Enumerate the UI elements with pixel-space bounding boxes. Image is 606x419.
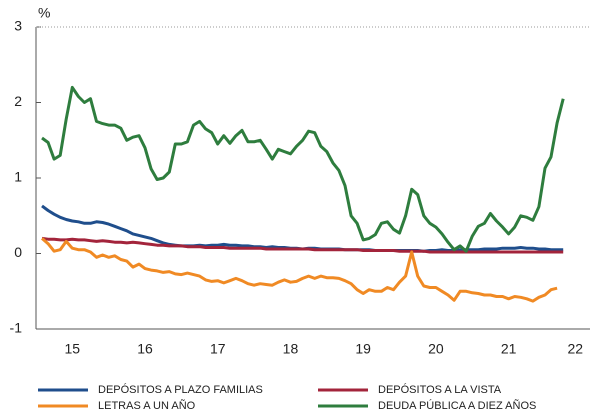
line-series — [41, 204, 564, 253]
legend-label: DEPÓSITOS A LA VISTA — [378, 383, 502, 396]
y-tick-label: 0 — [14, 244, 22, 260]
y-tick-label: -1 — [10, 320, 23, 336]
y-unit-label: % — [38, 5, 50, 21]
x-tick-label: 19 — [355, 341, 371, 357]
x-tick-label: 18 — [283, 341, 299, 357]
x-tick-label: 15 — [65, 341, 81, 357]
y-tick-label: 1 — [14, 169, 22, 185]
x-tick-label: 21 — [501, 341, 517, 357]
line-series — [41, 237, 558, 303]
legend-label: DEUDA PÚBLICA A DIEZ AÑOS — [378, 399, 536, 412]
y-tick-label: 3 — [14, 18, 22, 34]
line-series — [41, 85, 565, 253]
x-tick-label: 20 — [428, 341, 444, 357]
x-tick-label: 22 — [567, 341, 583, 357]
line-series — [41, 236, 564, 254]
x-tick-label: 16 — [137, 341, 153, 357]
y-tick-label: 2 — [14, 93, 22, 109]
legend-label: DEPÓSITOS A PLAZO FAMILIAS — [98, 383, 263, 396]
legend-label: LETRAS A UN AÑO — [98, 399, 196, 412]
x-tick-label: 17 — [210, 341, 226, 357]
